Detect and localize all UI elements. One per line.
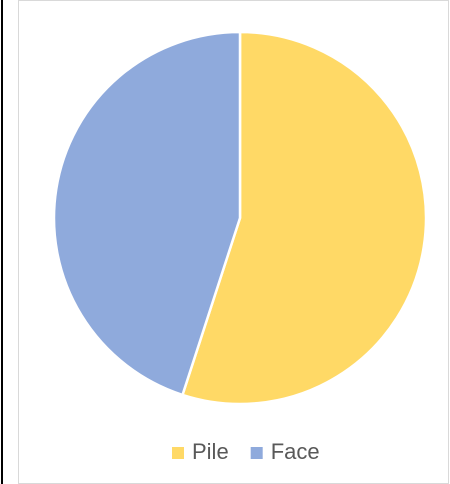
legend-label: Face	[271, 439, 320, 464]
pie-slice	[180, 30, 428, 406]
legend-swatch	[250, 447, 263, 459]
legend-label: Pile	[192, 439, 229, 464]
pie-slice	[52, 30, 242, 397]
legend-swatch	[172, 447, 184, 459]
